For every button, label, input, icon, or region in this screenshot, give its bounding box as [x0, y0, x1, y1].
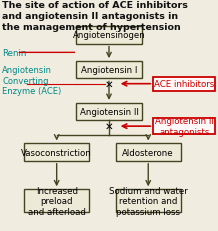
Text: Renin: Renin: [2, 49, 27, 58]
FancyBboxPatch shape: [76, 62, 142, 79]
Text: ✕: ✕: [105, 122, 113, 132]
Text: the management of hypertension: the management of hypertension: [2, 23, 181, 32]
FancyBboxPatch shape: [116, 189, 181, 213]
FancyBboxPatch shape: [153, 77, 215, 91]
Text: Increased
preload
and afterload: Increased preload and afterload: [28, 186, 86, 216]
Text: Angiotensin I: Angiotensin I: [81, 66, 137, 75]
Text: The site of action of ACE inhibitors: The site of action of ACE inhibitors: [2, 1, 188, 10]
Text: Sodium and water
retention and
potassium loss: Sodium and water retention and potassium…: [109, 186, 188, 216]
FancyBboxPatch shape: [76, 27, 142, 44]
Text: Vasoconstriction: Vasoconstriction: [21, 148, 92, 157]
FancyBboxPatch shape: [153, 118, 215, 135]
Text: and angiotensin II antagonists in: and angiotensin II antagonists in: [2, 12, 178, 21]
FancyBboxPatch shape: [24, 144, 89, 161]
Text: Angiotensin II: Angiotensin II: [80, 108, 138, 116]
Text: ACE inhibitors: ACE inhibitors: [154, 80, 214, 89]
Text: Aldosterone: Aldosterone: [123, 148, 174, 157]
Text: Angiotensin
Converting
Enzyme (ACE): Angiotensin Converting Enzyme (ACE): [2, 66, 61, 96]
Text: Angiotensinogen: Angiotensinogen: [73, 31, 145, 40]
FancyBboxPatch shape: [116, 144, 181, 161]
Text: ✕: ✕: [105, 79, 113, 89]
FancyBboxPatch shape: [24, 189, 89, 213]
Text: Angiotensin II
antagonists: Angiotensin II antagonists: [155, 117, 214, 137]
FancyBboxPatch shape: [76, 103, 142, 121]
